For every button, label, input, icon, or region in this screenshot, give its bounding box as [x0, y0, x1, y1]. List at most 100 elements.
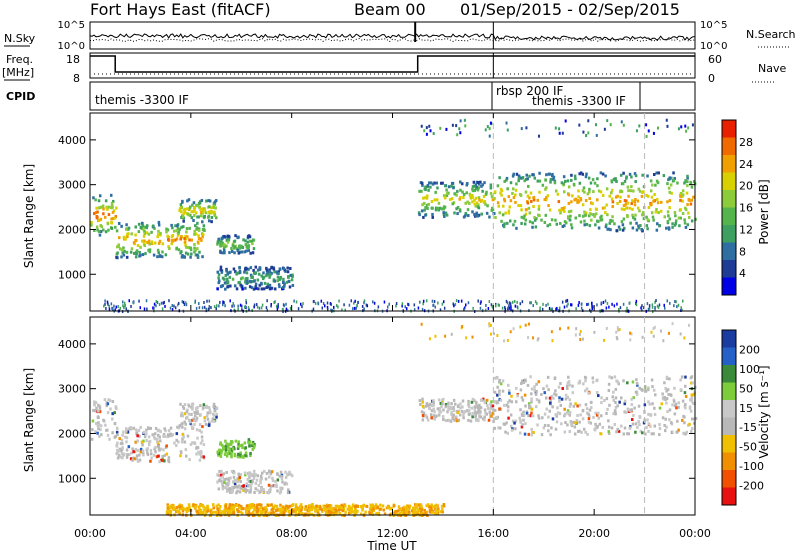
power-cell [125, 255, 129, 259]
power-cell [196, 255, 200, 259]
power-cell [253, 279, 256, 283]
power-cell [455, 299, 458, 303]
velocity-cell [223, 478, 226, 482]
velocity-cell [211, 417, 215, 421]
power-cell [655, 299, 657, 303]
velocity-cell [420, 322, 423, 326]
power-cell [184, 234, 187, 238]
power-cell [231, 304, 233, 308]
power-cell [622, 204, 626, 208]
velocity-cell [522, 414, 526, 418]
power-cell [136, 243, 140, 247]
velocity-cell [150, 456, 153, 460]
power-cell [479, 301, 482, 305]
power-cell [230, 249, 234, 253]
velocity-cell [457, 418, 461, 422]
velocity-cell [255, 505, 259, 509]
velocity-cell [605, 397, 609, 401]
power-cell [666, 124, 669, 128]
power-cell [120, 224, 123, 228]
power-cell [171, 226, 174, 230]
velocity-cell [519, 420, 523, 424]
power-cell [258, 283, 262, 287]
power-cell [418, 213, 421, 217]
velocity-cell [270, 484, 273, 488]
power-cell [677, 216, 681, 220]
power-cell [683, 181, 686, 185]
power-cell [207, 199, 210, 203]
velocity-cell [142, 439, 145, 443]
power-cell [692, 195, 695, 199]
velocity-cell [98, 410, 102, 414]
power-cell [680, 306, 682, 310]
power-cell [210, 206, 213, 210]
velocity-cell [653, 325, 656, 329]
power-cell [291, 283, 295, 287]
power-cell [207, 214, 211, 218]
power-cell [610, 197, 614, 201]
velocity-cell [446, 404, 450, 408]
velocity-cell [421, 400, 424, 404]
velocity-cell [552, 396, 555, 400]
power-cell [622, 171, 625, 175]
velocity-cell [607, 425, 611, 429]
velocity-cell [568, 411, 572, 415]
velocity-cell [195, 446, 198, 450]
power-cell [200, 238, 203, 242]
velocity-cell [684, 403, 687, 407]
power-cell [244, 243, 248, 247]
velocity-cell [595, 391, 599, 395]
velocity-cell [457, 409, 461, 413]
velocity-cell [102, 418, 105, 422]
velocity-cell [320, 508, 324, 512]
velocity-cell [157, 444, 160, 448]
velocity-cell [259, 478, 263, 482]
power-cell [193, 213, 196, 217]
velocity-cell [247, 438, 251, 442]
velocity-cell [211, 412, 215, 416]
freq-panel-frame [89, 52, 696, 79]
velocity-cell [509, 413, 513, 417]
velocity-cell [584, 379, 587, 383]
power-cell [417, 211, 421, 215]
velocity-cell [563, 414, 566, 418]
power-cell [589, 208, 592, 212]
power-cell [685, 191, 689, 195]
velocity-cell [677, 405, 680, 409]
velocity-cell [202, 443, 206, 447]
power-cell [590, 218, 593, 222]
power-cell [220, 236, 224, 240]
velocity-cell [215, 412, 218, 416]
velocity-cell [617, 429, 621, 433]
x-tick-label: 04:00 [175, 527, 207, 540]
velocity-cell [441, 415, 445, 419]
velocity-cell [694, 416, 698, 420]
velocity-cell [238, 476, 242, 480]
velocity-cell [530, 411, 533, 415]
velocity-cell [490, 400, 493, 404]
velocity-cell [169, 509, 173, 513]
velocity-cell [410, 509, 414, 513]
velocity-cell [212, 506, 216, 510]
velocity-cell [327, 509, 331, 513]
velocity-cell [191, 407, 194, 411]
power-cell [176, 233, 180, 237]
power-cell [532, 198, 536, 202]
velocity-cell [524, 404, 527, 408]
power-cell [102, 207, 105, 211]
velocity-cell [239, 453, 242, 457]
power-cell [112, 209, 116, 213]
power-cell [314, 301, 317, 305]
velocity-cell [532, 336, 535, 340]
velocity-cell [614, 412, 617, 416]
power-cell [681, 194, 684, 198]
velocity-cell [629, 331, 632, 335]
power-cell [674, 214, 677, 218]
power-cell [542, 302, 544, 306]
power-cell [516, 300, 518, 304]
velocity-cell [613, 422, 617, 426]
velocity-cell [425, 415, 429, 419]
velocity-cell [217, 473, 221, 477]
velocity-cell [560, 422, 563, 426]
power-cell [504, 211, 507, 215]
